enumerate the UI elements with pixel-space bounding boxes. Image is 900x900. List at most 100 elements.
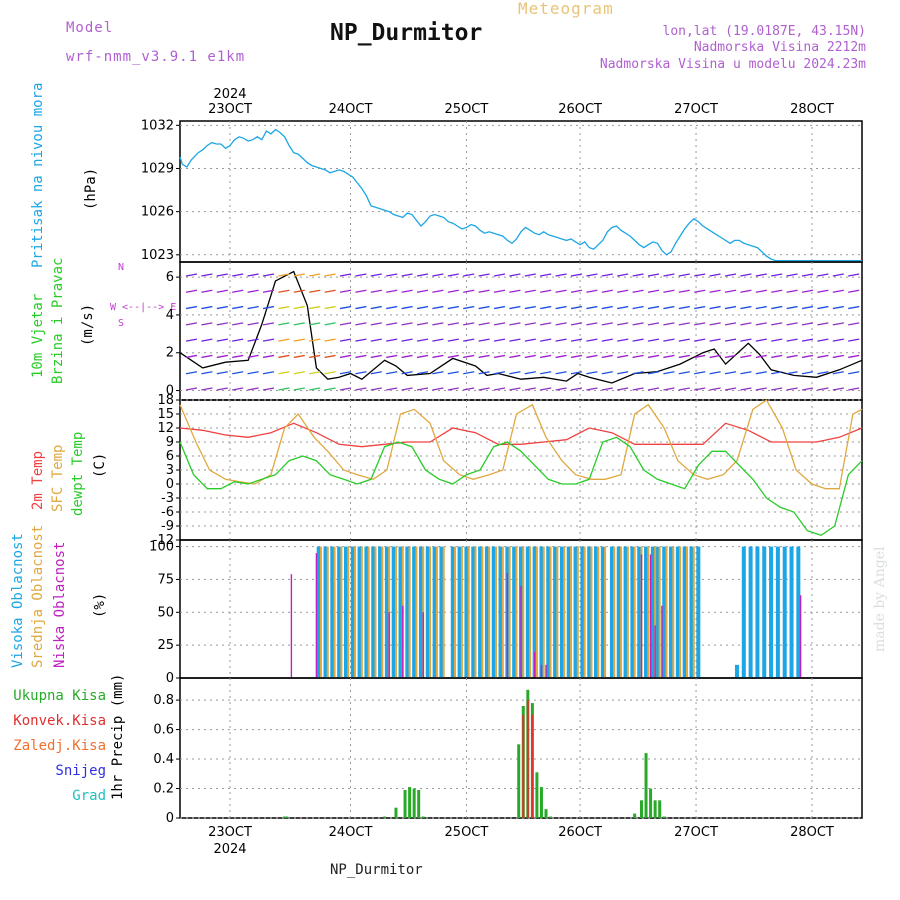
wind-barb-7-4	[247, 387, 259, 391]
wind-barb-6-22	[524, 371, 536, 375]
bar-3-0-60	[762, 546, 767, 678]
wind-barb-0-31	[663, 273, 675, 277]
bar-3-0-50	[662, 546, 667, 678]
series-line-2-2	[179, 436, 863, 537]
precip-legend-hail: Grad	[72, 788, 106, 804]
bar-4-0-5	[408, 787, 412, 818]
wind-barb-5-27	[601, 354, 613, 359]
wind-barb-7-20	[493, 387, 506, 391]
bar-3-0-40	[594, 546, 599, 678]
ytick-label-2-0: -12	[153, 533, 174, 548]
wind-barb-2-17	[447, 305, 459, 310]
bar-3-1-34	[556, 546, 559, 678]
wind-barb-4-20	[493, 338, 506, 342]
bar-4-0-6	[412, 788, 416, 818]
wind-barb-6-9	[324, 371, 336, 375]
wind-barb-1-14	[401, 289, 413, 293]
wind-barb-3-34	[709, 322, 721, 326]
wind-barb-6-14	[401, 371, 413, 375]
wind-barb-7-1	[201, 387, 213, 391]
wind-barb-1-2	[216, 289, 228, 293]
wind-barb-4-29	[632, 338, 644, 342]
wind-barb-4-31	[663, 338, 675, 342]
wind-barb-6-43	[848, 371, 860, 375]
wind-barb-0-37	[755, 273, 767, 277]
wind-barb-7-41	[817, 387, 829, 391]
wind-barb-2-30	[647, 305, 660, 310]
bar-3-2-10	[640, 554, 643, 678]
wind-barb-1-4	[247, 289, 259, 293]
wind-barb-3-4	[247, 322, 259, 326]
bar-3-1-4	[347, 546, 350, 678]
wind-barb-7-21	[509, 387, 521, 391]
wind-barb-5-26	[586, 354, 598, 359]
bar-3-1-9	[381, 546, 384, 678]
wind-barb-6-27	[601, 371, 613, 375]
wind-barb-6-0	[185, 371, 198, 375]
bar-3-0-7	[364, 546, 369, 678]
wind-barb-5-3	[232, 354, 244, 359]
bar-3-1-40	[597, 546, 600, 678]
wind-barb-6-39	[786, 371, 798, 375]
bar-3-1-22	[474, 546, 477, 678]
wind-barb-2-14	[401, 305, 413, 310]
wind-barb-1-37	[755, 289, 767, 293]
date-label-top-1: 24OCT	[329, 102, 373, 117]
wind-barb-3-2	[216, 322, 228, 326]
wind-barb-1-20	[493, 289, 506, 293]
bar-3-0-13	[405, 546, 410, 678]
wind-barb-7-11	[355, 387, 367, 391]
wind-barb-1-38	[771, 289, 783, 293]
date-label-top-0: 23OCT	[208, 102, 252, 117]
wind-barb-0-18	[463, 273, 475, 277]
wind-barb-0-43	[848, 273, 860, 277]
bar-3-0-59	[755, 546, 760, 678]
wind-barb-7-6	[278, 387, 290, 391]
bar-3-1-51	[672, 546, 675, 678]
wind-barb-0-15	[416, 273, 429, 277]
wind-barb-6-12	[370, 371, 382, 375]
footer-station: NP_Durmitor	[330, 862, 423, 878]
wind-barb-2-5	[262, 305, 275, 310]
wind-barb-2-32	[678, 305, 690, 310]
wind-barb-3-10	[339, 322, 352, 326]
wind-barb-7-9	[324, 387, 336, 391]
wind-barb-3-28	[617, 322, 629, 326]
bar-3-0-17	[432, 546, 437, 678]
wind-barb-6-2	[216, 371, 228, 375]
wind-barb-7-23	[540, 387, 552, 391]
wind-barb-2-16	[432, 305, 444, 310]
wind-barb-1-18	[463, 289, 475, 293]
wind-barb-2-3	[232, 305, 244, 310]
wind-barb-6-23	[540, 371, 552, 375]
bar-3-0-45	[630, 546, 635, 678]
wind-barb-0-10	[339, 273, 352, 277]
date-label-top-5: 28OCT	[790, 102, 834, 117]
wind-barb-4-5	[262, 338, 275, 342]
wind-barb-5-34	[709, 354, 721, 359]
wind-barb-1-16	[432, 289, 444, 293]
bar-3-0-39	[587, 546, 592, 678]
ytick-label-3-2: 50	[157, 605, 174, 620]
wind-barb-5-22	[524, 354, 536, 359]
bar-3-1-2	[333, 546, 336, 678]
wind-barb-5-35	[724, 354, 737, 359]
bar-3-1-23	[481, 546, 484, 678]
bar-3-0-36	[566, 546, 571, 678]
wind-barb-3-41	[817, 322, 829, 326]
ytick-label-2-3: -3	[161, 491, 174, 506]
bar-3-1-45	[633, 546, 636, 678]
bar-3-0-57	[741, 546, 746, 678]
bar-3-1-6	[360, 546, 363, 678]
wind-barb-5-9	[324, 354, 336, 359]
precip-legend-conv: Konvek.Kisa	[13, 713, 106, 729]
wind-barb-7-28	[617, 387, 629, 391]
wind-barb-4-30	[647, 338, 660, 342]
elevation-label: Nadmorska Visina 2212m	[693, 40, 866, 55]
bar-3-1-41	[604, 546, 607, 678]
wind-barb-1-28	[617, 289, 629, 293]
bar-3-1-17	[435, 546, 438, 678]
wind-barb-1-17	[447, 289, 459, 293]
ytick-label-2-6: 6	[166, 449, 174, 464]
wind-barb-5-14	[401, 354, 413, 359]
